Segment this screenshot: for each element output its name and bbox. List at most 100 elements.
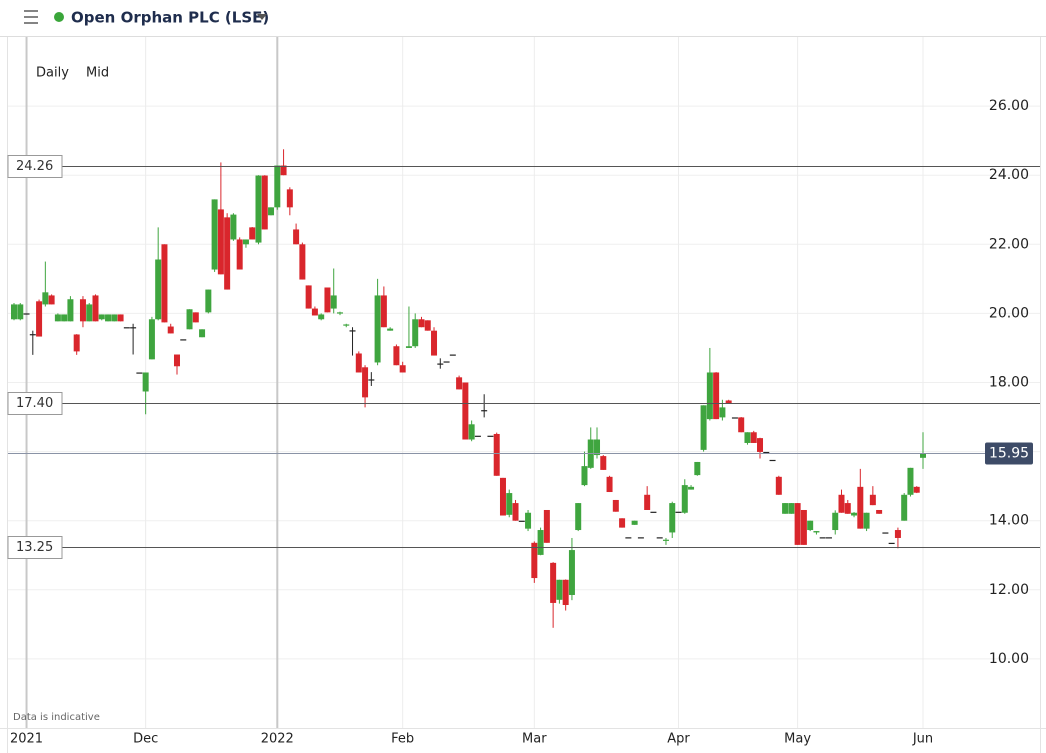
candle-body bbox=[431, 330, 438, 356]
candle-body bbox=[807, 520, 814, 531]
candle-body bbox=[23, 313, 30, 315]
candle-body bbox=[274, 165, 281, 208]
candle-body bbox=[813, 531, 820, 533]
candle-body bbox=[242, 239, 249, 245]
candle-body bbox=[437, 363, 444, 365]
candle-body bbox=[782, 503, 789, 514]
candle-body bbox=[167, 326, 174, 334]
candle-body bbox=[324, 287, 331, 313]
candle-body bbox=[675, 511, 682, 513]
candle-body bbox=[418, 319, 425, 328]
candle-body bbox=[318, 314, 325, 320]
candle-body bbox=[236, 239, 243, 270]
candle-body bbox=[217, 209, 224, 275]
candle-body bbox=[869, 494, 876, 506]
candle-body bbox=[894, 530, 901, 538]
candle-body bbox=[838, 494, 845, 513]
x-tick-label: 2021 bbox=[10, 732, 43, 747]
instrument-title[interactable]: Open Orphan PLC (LSE) bbox=[71, 9, 269, 27]
interval-label[interactable]: Daily bbox=[36, 66, 69, 81]
x-tick-label: 2022 bbox=[261, 732, 294, 747]
candle-body bbox=[293, 229, 300, 245]
candle-body bbox=[725, 400, 732, 404]
candle-body bbox=[800, 509, 807, 545]
candle-body bbox=[662, 539, 669, 541]
last-price-box bbox=[985, 442, 1033, 465]
candle-body bbox=[769, 459, 776, 462]
candle-body bbox=[913, 486, 920, 493]
candle-body bbox=[180, 339, 187, 341]
candle-body bbox=[117, 314, 124, 322]
y-tick-label: 24.00 bbox=[989, 167, 1029, 183]
candle-body bbox=[512, 503, 519, 521]
candle-body bbox=[249, 227, 256, 240]
candle-body bbox=[518, 520, 525, 522]
x-tick-label: Feb bbox=[391, 732, 414, 747]
candle-body bbox=[600, 456, 607, 470]
candle-body bbox=[832, 512, 839, 531]
dropdown-caret[interactable] bbox=[257, 14, 267, 20]
x-tick-label: Mar bbox=[522, 732, 547, 747]
candle-body bbox=[199, 329, 206, 338]
candle-body bbox=[205, 289, 212, 313]
candle-body bbox=[493, 433, 500, 476]
candle-body bbox=[719, 407, 726, 418]
y-tick-label: 26.00 bbox=[989, 98, 1029, 114]
candle-body bbox=[700, 405, 707, 450]
candle-body bbox=[543, 509, 550, 543]
candle-body bbox=[261, 175, 268, 230]
price-type-label[interactable]: Mid bbox=[86, 66, 109, 81]
candle-body bbox=[612, 499, 619, 512]
candle-body bbox=[98, 314, 105, 320]
candle-body bbox=[173, 354, 180, 367]
candle-body bbox=[844, 503, 851, 514]
candle-body bbox=[186, 309, 193, 330]
candle-body bbox=[625, 537, 632, 539]
candle-body bbox=[487, 435, 494, 437]
candle-body bbox=[568, 550, 575, 595]
candle-body bbox=[86, 304, 93, 322]
candle-body bbox=[550, 562, 557, 603]
candle-body bbox=[474, 435, 481, 437]
candle-body bbox=[462, 382, 469, 440]
candle-body bbox=[537, 530, 544, 555]
x-tick-label: Jun bbox=[912, 732, 933, 747]
candle-body bbox=[405, 346, 412, 348]
candle-body bbox=[336, 312, 343, 314]
candle-body bbox=[393, 346, 400, 366]
candle-body bbox=[688, 486, 695, 490]
candle-body bbox=[305, 285, 312, 309]
candle-body bbox=[619, 518, 626, 528]
candle-body bbox=[286, 189, 293, 208]
candle-body bbox=[456, 377, 463, 390]
candle-body bbox=[54, 314, 61, 322]
y-tick-label: 10.00 bbox=[989, 651, 1029, 667]
candle-body bbox=[412, 319, 419, 347]
candle-body bbox=[650, 511, 657, 513]
candle-body bbox=[330, 295, 337, 309]
candle-body bbox=[29, 334, 36, 336]
x-tick-label: Apr bbox=[667, 732, 690, 747]
candle-body bbox=[136, 372, 143, 374]
candle-body bbox=[863, 512, 870, 529]
candle-body bbox=[130, 327, 137, 329]
candle-body bbox=[374, 295, 381, 363]
candle-body bbox=[794, 503, 801, 545]
candles bbox=[11, 149, 926, 628]
candle-body bbox=[706, 372, 713, 420]
candle-body bbox=[468, 424, 475, 440]
candle-body bbox=[362, 367, 369, 398]
menu-icon[interactable] bbox=[24, 10, 38, 24]
y-tick-label: 14.00 bbox=[989, 513, 1029, 529]
candle-body bbox=[731, 417, 738, 419]
candle-body bbox=[876, 509, 883, 514]
candle-body bbox=[42, 292, 49, 305]
candle-body bbox=[920, 453, 926, 458]
candle-body bbox=[224, 217, 231, 290]
candle-body bbox=[656, 537, 663, 539]
candle-body bbox=[311, 308, 318, 316]
candle-body bbox=[763, 451, 770, 454]
